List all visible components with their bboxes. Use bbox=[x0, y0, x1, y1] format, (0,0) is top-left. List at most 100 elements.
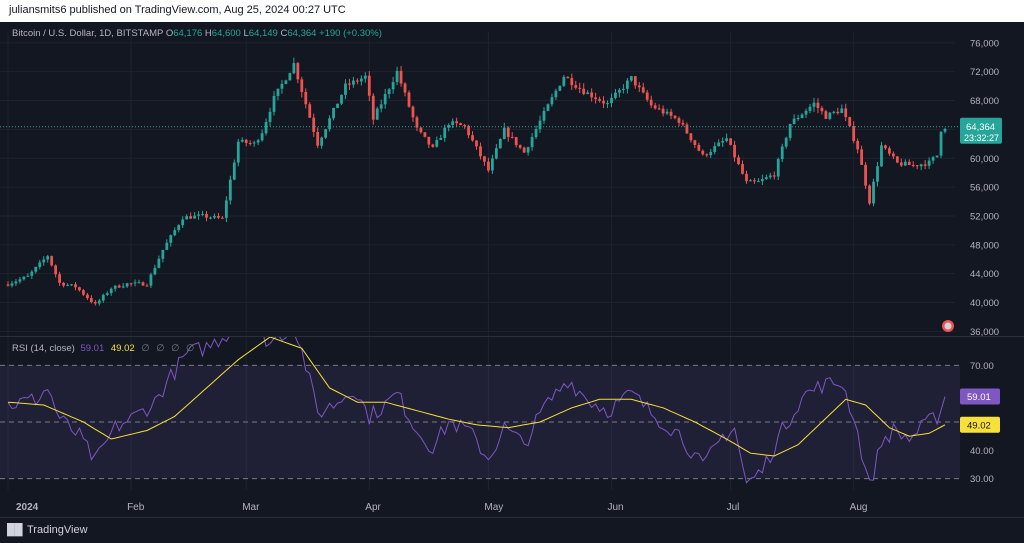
candle-body bbox=[741, 164, 744, 174]
candle-body bbox=[915, 165, 919, 167]
candle-body bbox=[431, 144, 435, 147]
candle-body bbox=[141, 282, 145, 286]
candle-body bbox=[816, 102, 820, 108]
candle-body bbox=[737, 157, 740, 165]
candle-body bbox=[189, 216, 193, 219]
candle-body bbox=[93, 302, 97, 304]
candle-body bbox=[856, 140, 860, 150]
candle-body bbox=[6, 284, 10, 286]
rsi-label[interactable]: RSI (14, close) bbox=[12, 343, 75, 354]
candle-body bbox=[105, 293, 109, 295]
candle-body bbox=[423, 132, 427, 137]
candle-body bbox=[78, 287, 81, 291]
candle-body bbox=[256, 140, 260, 143]
candle-body bbox=[649, 99, 653, 106]
time-axis-label: Mar bbox=[242, 502, 260, 513]
candle-body bbox=[578, 87, 582, 89]
candle-body bbox=[602, 100, 605, 104]
candle-body bbox=[367, 75, 371, 96]
candle-body bbox=[622, 88, 625, 90]
candle-body bbox=[455, 121, 459, 124]
candle-body bbox=[316, 131, 320, 146]
candle-body bbox=[772, 175, 776, 177]
price-tick-label: 48,000 bbox=[970, 240, 999, 251]
candle-body bbox=[133, 282, 137, 284]
candle-body bbox=[864, 164, 867, 186]
candle-body bbox=[467, 125, 470, 136]
candle-body bbox=[157, 258, 161, 268]
candle-body bbox=[272, 95, 276, 112]
candle-body bbox=[268, 111, 272, 122]
candle-body bbox=[673, 115, 677, 119]
price-tick-label: 40,000 bbox=[970, 298, 999, 309]
candle-body bbox=[153, 267, 157, 275]
candle-body bbox=[693, 140, 697, 145]
candle-body bbox=[399, 70, 403, 84]
candle-body bbox=[645, 92, 649, 100]
candle-body bbox=[50, 256, 54, 266]
candle-body bbox=[471, 135, 474, 141]
candle-body bbox=[598, 99, 601, 101]
candle-body bbox=[530, 137, 534, 148]
candle-body bbox=[149, 274, 153, 286]
candle-body bbox=[526, 147, 530, 153]
candle-body bbox=[558, 85, 562, 91]
candle-body bbox=[415, 117, 419, 128]
candle-body bbox=[689, 133, 693, 141]
rsi-ma-value: 49.02 bbox=[110, 343, 135, 354]
candle-body bbox=[177, 225, 181, 231]
candle-body bbox=[923, 164, 927, 166]
candle-body bbox=[800, 114, 804, 118]
rsi-legend: RSI (14, close) 59.01 49.02 ∅ ∅ ∅ ∅ bbox=[12, 343, 196, 354]
candle-body bbox=[58, 274, 62, 283]
candle-body bbox=[860, 149, 864, 165]
candle-body bbox=[10, 283, 14, 286]
candle-body bbox=[614, 92, 617, 98]
candle-body bbox=[201, 213, 204, 215]
candle-body bbox=[884, 145, 887, 149]
candle-body bbox=[610, 97, 613, 104]
candle-body bbox=[891, 153, 895, 157]
chart-svg[interactable]: 76,00072,00068,00064,00060,00056,00052,0… bbox=[0, 22, 1024, 517]
high-label: H bbox=[204, 28, 212, 39]
attribution-bar: juliansmits6 published on TradingView.co… bbox=[0, 0, 1024, 22]
candle-body bbox=[618, 89, 621, 93]
candle-body bbox=[89, 298, 93, 303]
candle-body bbox=[911, 165, 915, 167]
candle-body bbox=[411, 106, 415, 118]
candle-body bbox=[907, 161, 911, 166]
candle-body bbox=[169, 235, 173, 243]
candle-body bbox=[244, 139, 248, 144]
candle-body bbox=[574, 85, 578, 88]
close-value: 64,364 bbox=[287, 28, 317, 39]
candle-body bbox=[899, 162, 903, 166]
candle-body bbox=[463, 125, 466, 127]
rsi-tick-label: 40.00 bbox=[970, 446, 994, 457]
candle-body bbox=[832, 111, 836, 113]
rsi-value: 59.01 bbox=[80, 343, 105, 354]
candle-body bbox=[419, 127, 423, 133]
candle-body bbox=[919, 164, 923, 167]
candle-body bbox=[284, 80, 288, 84]
rsi-badge-value: 59.01 bbox=[967, 392, 991, 403]
candle-body bbox=[852, 126, 856, 141]
footer-brand: TradingView bbox=[27, 524, 88, 536]
candle-body bbox=[586, 92, 590, 95]
candle-body bbox=[590, 92, 594, 98]
candle-body bbox=[213, 215, 216, 218]
candle-body bbox=[125, 283, 129, 287]
candle-body bbox=[729, 138, 732, 145]
candle-body bbox=[776, 159, 780, 177]
candle-body bbox=[804, 110, 808, 115]
candle-body bbox=[653, 105, 657, 109]
candle-body bbox=[895, 156, 899, 163]
price-tick-label: 44,000 bbox=[970, 269, 999, 280]
candle-body bbox=[320, 137, 324, 146]
symbol-label[interactable]: Bitcoin / U.S. Dollar, 1D, BITSTAMP bbox=[12, 28, 164, 39]
candle-body bbox=[224, 200, 228, 218]
candle-body bbox=[661, 108, 665, 114]
rsi-ma-line bbox=[7, 337, 946, 457]
candle-body bbox=[542, 110, 546, 121]
candle-body bbox=[332, 107, 335, 119]
candle-body bbox=[494, 148, 498, 159]
